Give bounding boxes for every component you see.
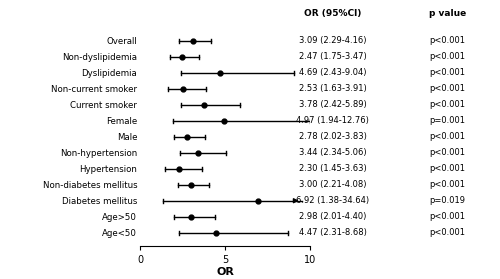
Text: p<0.001: p<0.001 (430, 36, 466, 45)
Text: p<0.001: p<0.001 (430, 52, 466, 61)
Text: p=0.019: p=0.019 (430, 196, 466, 205)
Text: 3.78 (2.42-5.89): 3.78 (2.42-5.89) (298, 100, 366, 109)
X-axis label: OR: OR (216, 267, 234, 277)
Text: 4.47 (2.31-8.68): 4.47 (2.31-8.68) (298, 228, 366, 237)
Text: 2.30 (1.45-3.63): 2.30 (1.45-3.63) (298, 164, 366, 173)
Text: p<0.001: p<0.001 (430, 228, 466, 237)
Text: 4.97 (1.94-12.76): 4.97 (1.94-12.76) (296, 116, 369, 125)
Text: p<0.001: p<0.001 (430, 68, 466, 77)
Text: p<0.001: p<0.001 (430, 84, 466, 93)
Text: p<0.001: p<0.001 (430, 180, 466, 189)
Text: 3.09 (2.29-4.16): 3.09 (2.29-4.16) (299, 36, 366, 45)
Text: p<0.001: p<0.001 (430, 100, 466, 109)
Text: 2.98 (2.01-4.40): 2.98 (2.01-4.40) (299, 212, 366, 221)
Text: OR (95%Cl): OR (95%Cl) (304, 9, 361, 18)
Text: p<0.001: p<0.001 (430, 132, 466, 141)
Text: 3.44 (2.34-5.06): 3.44 (2.34-5.06) (298, 148, 366, 157)
Text: p<0.001: p<0.001 (430, 164, 466, 173)
Text: p<0.001: p<0.001 (430, 212, 466, 221)
Text: 2.78 (2.02-3.83): 2.78 (2.02-3.83) (298, 132, 366, 141)
Text: 3.00 (2.21-4.08): 3.00 (2.21-4.08) (299, 180, 366, 189)
Text: p<0.001: p<0.001 (430, 148, 466, 157)
Text: 4.69 (2.43-9.04): 4.69 (2.43-9.04) (299, 68, 366, 77)
Text: 6.92 (1.38-34.64): 6.92 (1.38-34.64) (296, 196, 369, 205)
Text: 2.53 (1.63-3.91): 2.53 (1.63-3.91) (298, 84, 366, 93)
Text: 2.47 (1.75-3.47): 2.47 (1.75-3.47) (298, 52, 366, 61)
Text: p=0.001: p=0.001 (430, 116, 466, 125)
Text: p value: p value (429, 9, 466, 18)
